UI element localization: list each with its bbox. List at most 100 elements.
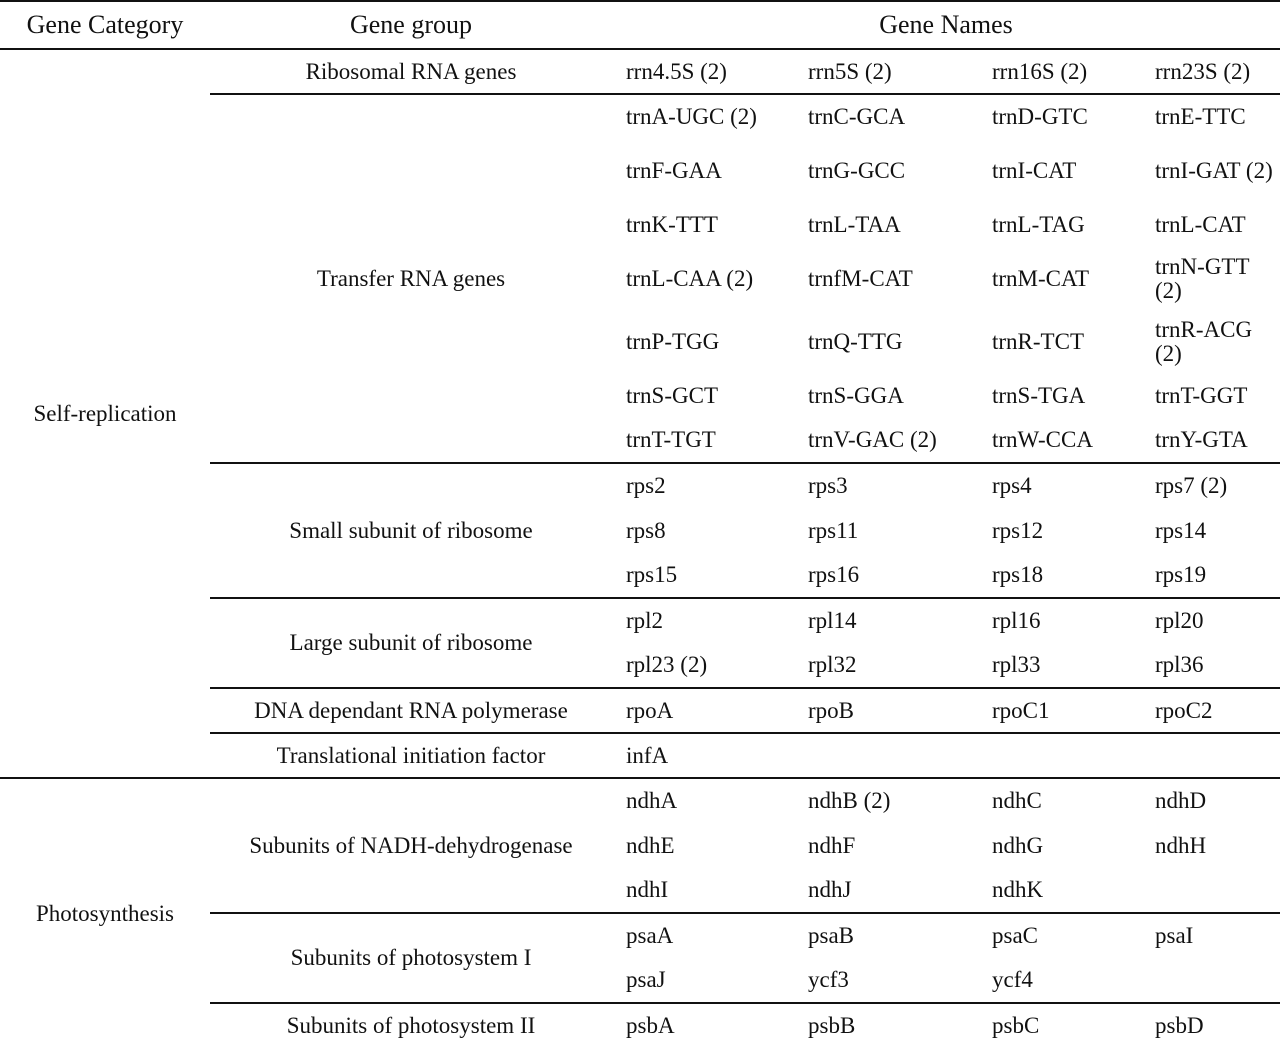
gene-group-cell: Large subunit of ribosome xyxy=(210,597,612,688)
gene-name-cell: rps7 (2) xyxy=(1141,462,1280,508)
gene-name-cell: rpl32 xyxy=(808,652,857,677)
gene-name-cell: psaA xyxy=(612,912,794,958)
table-row: trnL-CAA (2) trnfM-CAT trnM-CAT trnN-GTT (2… xyxy=(0,247,1280,310)
gene-name-cell: trnI-CAT xyxy=(992,157,1077,183)
gene-name-cell: rps8 xyxy=(626,517,666,543)
gene-name-cell xyxy=(1141,732,1280,778)
gene-group-cell: Translational initiation factor xyxy=(210,732,612,778)
gene-name-cell: rpoC2 xyxy=(1141,687,1280,733)
table-header: Gene Category Gene group Gene Names xyxy=(0,0,1280,50)
gene-name-cell: trnfM-CAT xyxy=(808,265,913,291)
gene-name-cell: ndhD xyxy=(1141,777,1280,823)
gene-name-cell: ndhC xyxy=(978,777,1141,823)
gene-name-cell xyxy=(1141,868,1280,913)
gene-name-cell: trnT-GGT xyxy=(1155,382,1248,408)
gene-category-cell: Self-replication xyxy=(33,400,177,426)
gene-name-cell: ndhE xyxy=(626,832,675,858)
gene-name-cell: trnL-TAG xyxy=(992,211,1085,237)
table-row: trnF-GAA trnG-GCC trnI-CAT trnI-GAT (2) xyxy=(0,139,1280,202)
gene-name-cell: rpl33 xyxy=(992,652,1041,677)
table-row: rps8 rps11 rps12 rps14 xyxy=(0,508,1280,553)
table-row: ndhI ndhJ ndhK xyxy=(0,868,1280,913)
table-row: rps15 rps16 rps18 rps19 xyxy=(0,553,1280,598)
gene-name-cell: rrn23S (2) xyxy=(1155,58,1251,84)
gene-name-cell: psbB xyxy=(794,1002,978,1048)
gene-name-cell: rps19 xyxy=(1155,562,1207,587)
gene-name-cell: rps2 xyxy=(612,462,794,508)
gene-name-cell: trnA-UGC (2) xyxy=(612,93,794,139)
gene-name-cell: trnR-ACG (2) xyxy=(1155,316,1253,366)
gene-name-cell: rps15 xyxy=(626,562,678,587)
gene-name-cell: trnV-GAC (2) xyxy=(808,427,937,452)
gene-name-cell: rps16 xyxy=(808,562,860,587)
gene-name-cell: rpoB xyxy=(794,687,978,733)
gene-name-cell: rps14 xyxy=(1155,517,1207,543)
gene-name-cell: rps18 xyxy=(992,562,1044,587)
gene-name-cell: rps3 xyxy=(794,462,978,508)
table-row: psaJ ycf3 ycf4 xyxy=(0,958,1280,1003)
gene-name-cell: rpoA xyxy=(612,687,794,733)
gene-name-cell: trnP-TGG xyxy=(626,328,720,354)
gene-name-cell: rpl36 xyxy=(1155,652,1204,677)
gene-name-cell: trnQ-TTG xyxy=(808,328,903,354)
gene-name-cell: ndhK xyxy=(992,877,1044,902)
gene-name-cell: rps11 xyxy=(808,517,859,543)
header-gene-names: Gene Names xyxy=(612,0,1280,50)
header-gene-category: Gene Category xyxy=(0,0,210,50)
gene-name-cell: ndhJ xyxy=(808,877,852,902)
gene-name-cell: psaJ xyxy=(626,967,666,992)
gene-name-cell: trnS-GGA xyxy=(808,382,904,408)
gene-name-cell: psbA xyxy=(612,1002,794,1048)
table-row: Transfer RNA genes trnA-UGC (2) trnC-GCA tr… xyxy=(0,93,1280,463)
gene-name-cell: ndhF xyxy=(808,832,856,858)
gene-group-cell: Transfer RNA genes xyxy=(210,93,612,463)
gene-name-cell: rpl23 (2) xyxy=(626,652,708,677)
gene-name-cell: rrn16S (2) xyxy=(992,58,1088,84)
table-row: Self-replication Ribosomal RNA genes rrn4.… xyxy=(0,49,1280,425)
gene-group-cell: Subunits of photosystem I xyxy=(210,912,612,1003)
gene-group-cell: Small subunit of ribosome xyxy=(210,462,612,598)
gene-name-cell: ndhG xyxy=(992,832,1044,858)
gene-name-cell: ycf3 xyxy=(808,967,849,992)
gene-name-cell: psbD xyxy=(1141,1002,1280,1048)
gene-name-cell: infA xyxy=(612,732,794,778)
gene-name-cell: trnY-GTA xyxy=(1155,427,1248,452)
table-row: Small subunit of ribosome rps2 rps3 rps4 rps… xyxy=(0,462,1280,598)
gene-name-cell: ndhA xyxy=(612,777,794,823)
gene-name-cell: trnR-TCT xyxy=(992,328,1084,354)
gene-name-cell: trnW-CCA xyxy=(992,427,1093,452)
gene-group-cell: DNA dependant RNA polymerase xyxy=(210,687,612,733)
gene-name-cell: ndhB (2) xyxy=(794,777,978,823)
table-row: rpl23 (2) rpl32 rpl33 rpl36 xyxy=(0,643,1280,688)
table-row: trnS-GCT trnS-GGA trnS-TGA trnT-GGT xyxy=(0,373,1280,418)
gene-group-cell: Ribosomal RNA genes xyxy=(305,58,517,84)
table-body: Self-replication Ribosomal RNA genes rrn4.… xyxy=(0,49,1280,1048)
gene-name-cell: trnE-TTC xyxy=(1141,93,1280,139)
gene-group-cell: Subunits of photosystem II xyxy=(210,1002,612,1048)
gene-name-cell: psaB xyxy=(794,912,978,958)
gene-name-cell: rpl16 xyxy=(978,597,1141,643)
gene-name-cell: trnK-TTT xyxy=(626,211,718,237)
gene-name-cell: ndhH xyxy=(1155,832,1207,858)
gene-name-cell xyxy=(1141,958,1280,1003)
header-gene-group: Gene group xyxy=(210,0,612,50)
gene-name-cell: trnN-GTT (2) xyxy=(1155,253,1250,303)
gene-name-cell: rpl14 xyxy=(794,597,978,643)
table-row: trnT-TGT trnV-GAC (2) trnW-CCA trnY-GTA xyxy=(0,418,1280,463)
gene-name-cell: trnD-GTC xyxy=(978,93,1141,139)
gene-name-cell: psaI xyxy=(1141,912,1280,958)
gene-name-cell: trnF-GAA xyxy=(626,157,722,183)
table-row: ndhE ndhF ndhG ndhH xyxy=(0,823,1280,868)
gene-name-cell: trnG-GCC xyxy=(808,157,906,183)
gene-name-cell: rpl20 xyxy=(1141,597,1280,643)
gene-category-cell: Photosynthesis xyxy=(0,777,210,1048)
gene-name-cell xyxy=(794,732,978,778)
gene-name-cell: rpoC1 xyxy=(978,687,1141,733)
gene-name-cell: trnS-GCT xyxy=(626,382,718,408)
gene-name-cell: trnL-CAA (2) xyxy=(626,265,754,291)
gene-name-cell: rrn5S (2) xyxy=(808,58,892,84)
table-row: trnP-TGG trnQ-TTG trnR-TCT trnR-ACG (2) xyxy=(0,310,1280,373)
gene-name-cell: psbC xyxy=(978,1002,1141,1048)
